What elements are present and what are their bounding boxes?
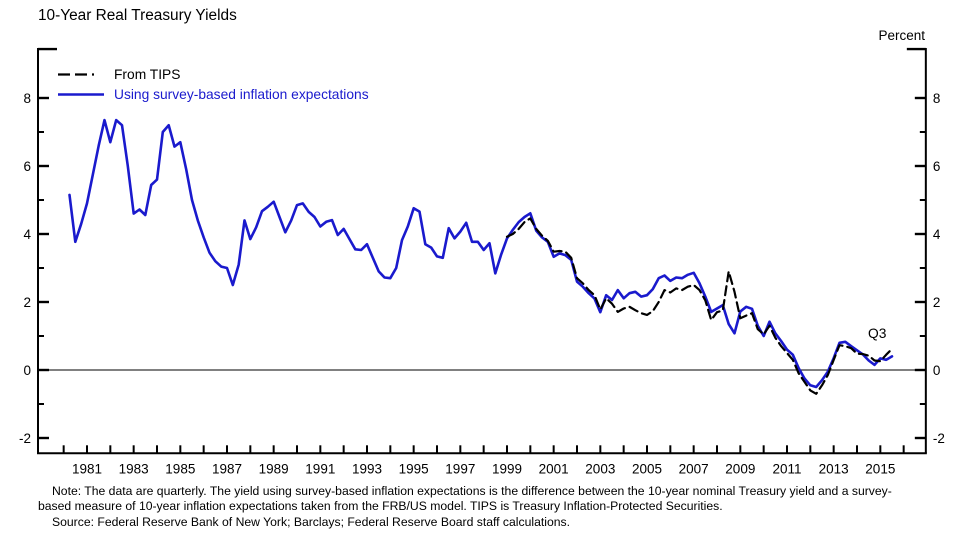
last-point-annotation: Q3 [868, 326, 887, 341]
note-line-1: Note: The data are quarterly. The yield … [52, 484, 892, 498]
y-tick-label-left: -2 [19, 431, 31, 446]
legend-label-survey: Using survey-based inflation expectation… [114, 86, 369, 102]
x-tick-label: 1981 [72, 461, 102, 476]
y-tick-label-right: 4 [933, 227, 941, 242]
footnotes: Note: The data are quarterly. The yield … [38, 484, 930, 530]
y-tick-label-left: 6 [23, 159, 31, 174]
y-axis-unit-label: Percent [878, 28, 925, 43]
x-tick-label: 2015 [865, 461, 895, 476]
x-tick-label: 2013 [819, 461, 849, 476]
x-tick-label: 2003 [585, 461, 615, 476]
x-tick-label: 1999 [492, 461, 522, 476]
note-line-2: based measure of 10-year inflation expec… [38, 499, 723, 514]
chart-title: 10-Year Real Treasury Yields [38, 7, 237, 24]
y-tick-label-right: -2 [933, 431, 945, 446]
y-tick-label-left: 0 [23, 363, 31, 378]
source-line: Source: Federal Reserve Bank of New York… [52, 514, 570, 529]
legend-item-survey: Using survey-based inflation expectation… [58, 84, 369, 104]
dashed-line-swatch-icon [58, 72, 104, 76]
solid-line-swatch-icon [58, 92, 104, 96]
x-tick-label: 1995 [399, 461, 429, 476]
x-tick-label: 1989 [259, 461, 289, 476]
x-tick-label: 2007 [679, 461, 709, 476]
legend: From TIPS Using survey-based inflation e… [58, 64, 369, 104]
y-tick-label-left: 4 [23, 227, 31, 242]
y-tick-label-right: 0 [933, 363, 941, 378]
y-tick-label-right: 2 [933, 295, 941, 310]
series-line-survey [68, 118, 894, 389]
y-tick-label-left: 2 [23, 295, 31, 310]
series-line-from-tips [505, 217, 894, 395]
y-tick-label-right: 8 [933, 91, 941, 106]
x-tick-label: 1987 [212, 461, 242, 476]
x-tick-label: 1997 [445, 461, 475, 476]
legend-item-tips: From TIPS [58, 64, 369, 84]
x-tick-label: 2009 [725, 461, 755, 476]
x-tick-label: 1985 [165, 461, 195, 476]
x-tick-label: 2001 [539, 461, 569, 476]
y-tick-label-right: 6 [933, 159, 941, 174]
x-tick-label: 1983 [119, 461, 149, 476]
x-tick-label: 1991 [305, 461, 335, 476]
x-tick-label: 2005 [632, 461, 662, 476]
x-tick-label: 2011 [772, 461, 801, 476]
x-tick-label: 1993 [352, 461, 382, 476]
legend-label-tips: From TIPS [114, 66, 181, 82]
y-tick-label-left: 8 [23, 91, 31, 106]
